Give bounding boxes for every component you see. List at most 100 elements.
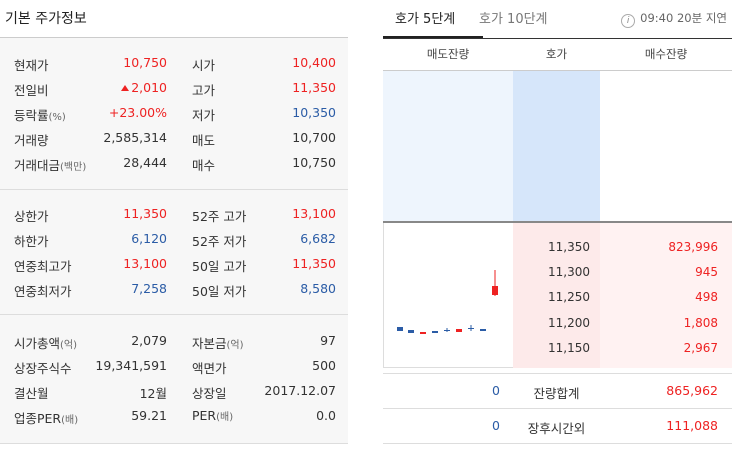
- bid-volume-1: 823,996: [668, 240, 718, 254]
- ask-side: [383, 71, 732, 221]
- candle-2: [408, 330, 414, 333]
- unit-million: (백만): [60, 162, 87, 173]
- unit-percent: (%): [48, 112, 66, 123]
- mini-chart-svg: [397, 270, 498, 334]
- section-divider: [0, 314, 348, 315]
- label-ask: 매도: [192, 133, 216, 148]
- value-50d-low: 8,580: [300, 281, 336, 296]
- value-ytd-low: 7,258: [131, 281, 167, 296]
- label-bid: 매수: [192, 158, 216, 173]
- candle-4: [432, 331, 438, 333]
- bid-volume-2: 945: [695, 265, 718, 279]
- unit-eok: (억): [226, 340, 244, 351]
- info-row-per: 업종PER(배) 59.21 PER(배) 0.0: [0, 408, 348, 433]
- delay-text: 09:40 20분 지연: [640, 11, 727, 25]
- label-market-cap-wrap: 시가총액(억): [14, 333, 77, 352]
- label-listed-shares: 상장주식수: [14, 361, 72, 376]
- label-trade-value-wrap: 거래대금(백만): [14, 155, 86, 174]
- label-ytd-high: 연중최고가: [14, 259, 72, 274]
- summary-top-line: [383, 373, 732, 374]
- value-bid: 10,750: [292, 155, 336, 170]
- spread-divider: [383, 221, 732, 223]
- bottom-divider: [0, 443, 348, 444]
- value-open-price: 10,400: [292, 55, 336, 70]
- mini-candle-chart: [383, 223, 513, 368]
- label-par-value: 액면가: [192, 361, 227, 376]
- label-52w-high: 52주 고가: [192, 209, 247, 224]
- label-industry-per: 업종PER: [14, 411, 62, 426]
- total-buy-volume: 865,962: [666, 383, 718, 398]
- candle-9: [492, 286, 498, 295]
- info-row-trade-value: 거래대금(백만) 28,444 매수 10,750: [0, 155, 348, 180]
- value-trade-value: 28,444: [123, 155, 167, 170]
- bid-price-3[interactable]: 11,250: [548, 290, 590, 304]
- label-per: PER: [192, 408, 217, 423]
- bid-side: 11,350 11,300 11,250 11,200 11,150 823,9…: [383, 223, 732, 368]
- value-change-rate: +23.00%: [108, 105, 167, 120]
- bid-volume-column: 823,996 945 498 1,808 2,967: [600, 223, 732, 368]
- value-capital: 97: [320, 333, 336, 348]
- label-change: 전일비: [14, 83, 49, 98]
- info-row-fiscal-month: 결산월 12월 상장일 2017.12.07: [0, 383, 348, 408]
- label-per-wrap: PER(배): [192, 408, 233, 423]
- info-row-change-rate: 등락률(%) +23.00% 저가 10,350: [0, 105, 348, 130]
- bid-price-2[interactable]: 11,300: [548, 265, 590, 279]
- value-52w-high: 13,100: [292, 206, 336, 221]
- label-capital-wrap: 자본금(억): [192, 333, 244, 352]
- bid-price-4[interactable]: 11,200: [548, 316, 590, 330]
- value-high-price: 11,350: [292, 80, 336, 95]
- summary-mid-line: [383, 408, 732, 409]
- ask-empty-column: [600, 71, 732, 221]
- value-low-price: 10,350: [292, 105, 336, 120]
- value-50d-high: 11,350: [292, 256, 336, 271]
- value-per: 0.0: [316, 408, 336, 423]
- label-change-rate: 등락률: [14, 108, 49, 123]
- label-50d-high: 50일 고가: [192, 259, 247, 274]
- label-open-price: 시가: [192, 58, 216, 73]
- value-ask: 10,700: [292, 130, 336, 145]
- value-market-cap: 2,079: [131, 333, 167, 348]
- info-row-lower-limit: 하한가 6,120 52주 저가 6,682: [0, 231, 348, 256]
- info-row-change: 전일비 2,010 고가 11,350: [0, 80, 348, 105]
- info-icon[interactable]: i: [621, 14, 636, 28]
- ask-volume-column: [383, 71, 513, 221]
- info-grid-background: [0, 38, 348, 443]
- label-current-price: 현재가: [14, 58, 49, 73]
- value-lower-limit: 6,120: [131, 231, 167, 246]
- bid-price-5[interactable]: 11,150: [548, 341, 590, 355]
- bid-volume-4: 1,808: [683, 316, 718, 330]
- tab-5-levels[interactable]: 호가 5단계: [395, 12, 456, 27]
- after-hours-sell-volume: 0: [492, 418, 500, 433]
- bid-volume-5: 2,967: [683, 341, 718, 355]
- after-hours-label: 장후시간외: [527, 421, 586, 436]
- label-ytd-low: 연중최저가: [14, 284, 72, 299]
- label-volume: 거래량: [14, 133, 49, 148]
- bid-price-1[interactable]: 11,350: [548, 240, 590, 254]
- value-upper-limit: 11,350: [123, 206, 167, 221]
- value-volume: 2,585,314: [103, 130, 167, 145]
- value-par-value: 500: [312, 358, 336, 373]
- info-row-market-cap: 시가총액(억) 2,079 자본금(억) 97: [0, 333, 348, 358]
- label-listing-date: 상장일: [192, 386, 227, 401]
- info-row-upper-limit: 상한가 11,350 52주 고가 13,100: [0, 206, 348, 231]
- candle-3: [420, 332, 426, 334]
- up-triangle-icon: [121, 85, 130, 91]
- value-listing-date: 2017.12.07: [264, 383, 336, 398]
- value-current-price: 10,750: [123, 55, 167, 70]
- value-change: 2,010: [131, 80, 167, 95]
- bid-volume-3: 498: [695, 290, 718, 304]
- value-ytd-high: 13,100: [123, 256, 167, 271]
- info-row-current-price: 현재가 10,750 시가 10,400: [0, 55, 348, 80]
- summary-bottom-line: [383, 443, 732, 444]
- tab-10-levels[interactable]: 호가 10단계: [479, 12, 548, 27]
- candle-8: [480, 329, 486, 331]
- label-52w-low: 52주 저가: [192, 234, 247, 249]
- label-upper-limit: 상한가: [14, 209, 49, 224]
- unit-bae: (배): [61, 415, 79, 426]
- order-book-panel: 호가 5단계 호가 10단계 i 09:40 20분 지연 매도잔량 호가 매수잔…: [383, 0, 732, 449]
- value-fiscal-month: 12월: [139, 386, 167, 401]
- label-industry-per-wrap: 업종PER(배): [14, 408, 78, 427]
- value-industry-per: 59.21: [131, 408, 167, 423]
- panel-title: 기본 주가정보: [5, 11, 87, 27]
- label-capital: 자본금: [192, 336, 227, 351]
